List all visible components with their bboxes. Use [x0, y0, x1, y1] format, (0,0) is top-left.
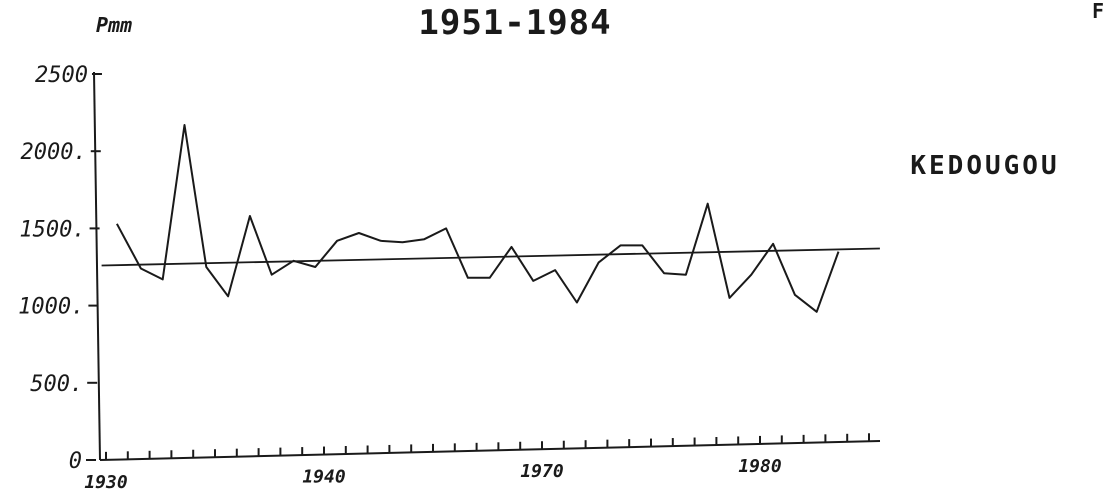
x-tick-label: 1930: [84, 472, 128, 493]
y-tick-label: 1000.: [18, 295, 84, 320]
y-axis-unit: Pmm: [96, 13, 132, 37]
annual-rainfall-line: [116, 124, 840, 313]
y-axis-line: [93, 71, 101, 461]
x-tick-label: 1940: [302, 467, 346, 488]
chart-title: 1951-1984: [418, 3, 611, 43]
y-tick-label: 1500.: [19, 217, 85, 242]
trend-line: [101, 247, 880, 267]
y-tick-label: 2500: [35, 63, 88, 88]
x-tick-label: 1970: [520, 461, 564, 482]
station-label: KEDOUGOU: [910, 151, 1059, 181]
corner-mark: F: [1092, 0, 1104, 23]
x-tick-label: 1980: [738, 456, 782, 477]
y-tick-label: 0: [69, 449, 82, 474]
y-tick-label: 2000.: [21, 140, 87, 165]
x-axis-line: [99, 440, 881, 461]
y-tick-label: 500.: [30, 372, 83, 397]
